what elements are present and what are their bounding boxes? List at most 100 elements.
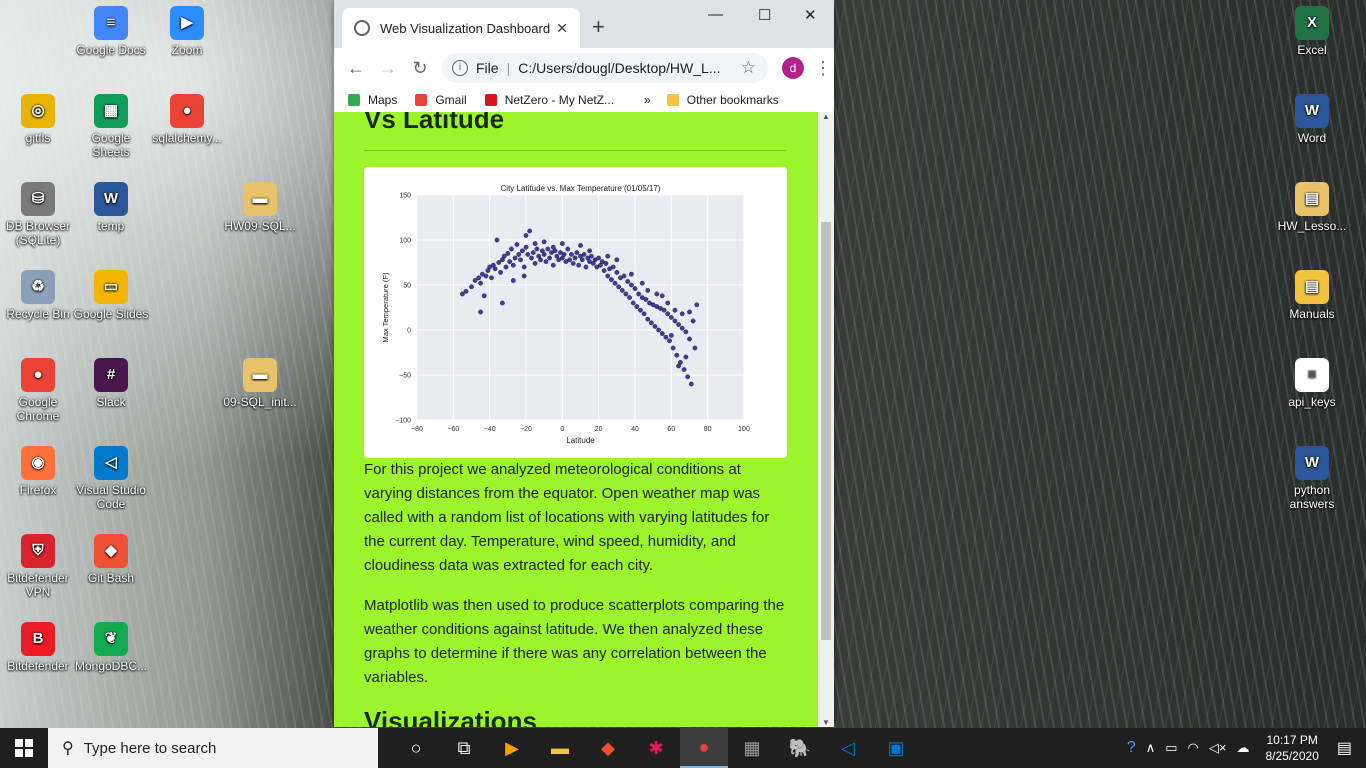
- menu-icon[interactable]: ⋮: [814, 57, 832, 78]
- notification-icon[interactable]: ▤: [1336, 740, 1352, 757]
- desktop-icon[interactable]: ▤ HW_Lesso...: [1274, 182, 1350, 233]
- battery-icon[interactable]: ▭: [1165, 740, 1178, 755]
- scroll-up-icon[interactable]: ▲: [822, 112, 830, 121]
- data-point: [521, 273, 527, 279]
- onedrive-icon[interactable]: ☁: [1236, 740, 1250, 755]
- y-tick-label: −50: [399, 373, 411, 380]
- data-point: [641, 311, 647, 317]
- desktop-icon[interactable]: B Bitdefender: [0, 622, 76, 673]
- data-point: [581, 252, 587, 257]
- x-tick-label: 20: [595, 426, 603, 433]
- data-point: [492, 266, 498, 272]
- help-icon[interactable]: ?: [1126, 739, 1136, 756]
- desktop-icon[interactable]: ◎ gitfls: [0, 94, 76, 145]
- desktop-icon[interactable]: ≡ Google Docs: [73, 6, 149, 57]
- app-icon: ≡: [1295, 358, 1329, 392]
- desktop-icon[interactable]: X Excel: [1274, 6, 1350, 57]
- taskbar-task-view-icon[interactable]: ○: [410, 737, 422, 758]
- plot-card: −80 −60 −40 −20 0 20 40 60 80 100 150 100 50 0 −50 −100…: [364, 167, 787, 458]
- minimize-button[interactable]: —: [708, 6, 723, 23]
- data-point: [481, 293, 487, 299]
- app-icon: W: [1295, 446, 1329, 480]
- desktop-icon[interactable]: W python answers: [1274, 446, 1350, 511]
- data-point: [547, 255, 552, 261]
- desktop-icon[interactable]: ▬ HW09-SQL...: [222, 182, 298, 233]
- taskbar-vscode-icon[interactable]: ◁: [841, 737, 855, 758]
- data-point: [509, 246, 514, 252]
- bookmark-icon: [484, 94, 497, 106]
- other-bookmarks-label: Other bookmarks: [686, 93, 779, 107]
- profile-avatar[interactable]: d: [782, 57, 804, 79]
- taskbar-calculator-icon[interactable]: ▦: [743, 737, 761, 758]
- bookmark-star-icon[interactable]: ☆: [740, 58, 756, 77]
- tab-close-icon[interactable]: ✕: [556, 19, 568, 36]
- bookmark-item[interactable]: Gmail: [415, 93, 467, 107]
- taskbar-git-icon[interactable]: ◆: [601, 737, 615, 758]
- data-point: [543, 259, 549, 264]
- wifi-icon[interactable]: ◠: [1187, 740, 1199, 755]
- address-bar[interactable]: i File | C:/Users/dougl/Desktop/HW_L... …: [442, 53, 768, 83]
- chevron-up-icon[interactable]: ∧: [1145, 740, 1156, 755]
- scroll-thumb[interactable]: [821, 222, 831, 640]
- folder-icon: [666, 94, 679, 106]
- search-placeholder: Type here to search: [83, 739, 217, 757]
- desktop-icon-label: Word: [1297, 131, 1327, 145]
- taskbar-timeline-icon[interactable]: ⧉: [457, 737, 471, 758]
- data-point: [676, 322, 681, 327]
- data-point: [652, 324, 658, 329]
- start-button[interactable]: [0, 728, 48, 768]
- taskbar-chrome-icon[interactable]: ●: [680, 728, 728, 768]
- desktop-icon[interactable]: W temp: [73, 182, 149, 233]
- desktop-icon[interactable]: ▦ Google Sheets: [73, 94, 149, 159]
- bookmark-item[interactable]: NetZero - My NetZ...: [484, 93, 614, 107]
- desktop-icon-label: HW_Lesso...: [1277, 219, 1347, 233]
- plot-area: [417, 195, 744, 420]
- desktop-icon[interactable]: ● Google Chrome: [0, 358, 76, 423]
- maximize-button[interactable]: ☐: [758, 7, 772, 24]
- forward-button[interactable]: →: [379, 57, 397, 78]
- desktop-icon[interactable]: ▶ Zoom: [149, 6, 225, 57]
- desktop-icon-label: Zoom: [171, 43, 203, 57]
- desktop-icon[interactable]: ◁ Visual Studio Code: [73, 446, 149, 511]
- taskbar-media-player-icon[interactable]: ▶: [505, 737, 519, 758]
- desktop-icon[interactable]: # Slack: [73, 358, 149, 409]
- desktop-icon[interactable]: ▬ 09-SQL_init...: [222, 358, 298, 409]
- clock[interactable]: 10:17 PM 8/25/2020: [1265, 732, 1318, 764]
- url-text[interactable]: C:/Users/dougl/Desktop/HW_L...: [518, 60, 721, 76]
- taskbar-search[interactable]: ⚲ Type here to search: [48, 728, 378, 768]
- desktop-icon[interactable]: ⛨ Bitdefender VPN: [0, 534, 76, 599]
- data-point: [596, 255, 602, 261]
- app-icon: ◆: [94, 534, 128, 568]
- page-scrollbar[interactable]: ▲ ▼: [818, 112, 834, 727]
- new-tab-button[interactable]: +: [592, 14, 605, 39]
- desktop-icon[interactable]: ≡ api_keys: [1274, 358, 1350, 409]
- bookmark-item[interactable]: Maps: [348, 93, 397, 107]
- browser-tab[interactable]: Web Visualization Dashboard ✕: [342, 8, 580, 48]
- desktop-icon[interactable]: ▤ Manuals: [1274, 270, 1350, 321]
- taskbar-slack-icon[interactable]: ✱: [648, 737, 664, 758]
- back-button[interactable]: ←: [347, 57, 365, 78]
- data-point: [676, 363, 681, 369]
- desktop-icon[interactable]: ⛁ DB Browser (SQLite): [0, 182, 76, 247]
- volume-muted-icon[interactable]: ◁×: [1208, 740, 1227, 755]
- scroll-down-icon[interactable]: ▼: [822, 718, 830, 727]
- data-point: [627, 295, 632, 300]
- data-point: [694, 302, 700, 308]
- taskbar-photos-icon[interactable]: ▣: [887, 737, 905, 758]
- bookmarks-overflow-icon[interactable]: »: [644, 93, 651, 107]
- page-content: Vs Latitude −80 −60 −40 −20 0 20 40 60 80 100 150 1…: [334, 112, 818, 727]
- desktop-icon[interactable]: ❦ MongoDBC...: [73, 622, 149, 673]
- desktop-icon[interactable]: ◉ Firefox: [0, 446, 76, 497]
- reload-button[interactable]: ↻: [412, 57, 428, 78]
- desktop-icon[interactable]: W Word: [1274, 94, 1350, 145]
- desktop-icon[interactable]: ◆ Git Bash: [73, 534, 149, 585]
- data-point: [614, 257, 620, 263]
- taskbar-file-explorer-icon[interactable]: ▬: [551, 737, 569, 758]
- other-bookmarks[interactable]: Other bookmarks: [666, 93, 779, 107]
- desktop-icon[interactable]: ♻ Recycle Bin: [0, 270, 76, 321]
- close-window-button[interactable]: ✕: [804, 7, 817, 24]
- taskbar-postgres-icon[interactable]: 🐘: [788, 737, 812, 758]
- desktop-icon[interactable]: ● sqlalchemy...: [149, 94, 225, 145]
- info-icon[interactable]: i: [452, 60, 468, 76]
- desktop-icon[interactable]: ▭ Google Slides: [73, 270, 149, 321]
